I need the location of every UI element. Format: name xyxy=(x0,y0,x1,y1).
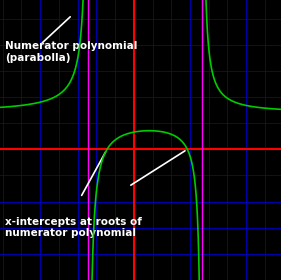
Text: x-intercepts at roots of
numerator polynomial: x-intercepts at roots of numerator polyn… xyxy=(5,216,142,238)
Text: Numerator polynomial
(parabolla): Numerator polynomial (parabolla) xyxy=(5,41,138,63)
